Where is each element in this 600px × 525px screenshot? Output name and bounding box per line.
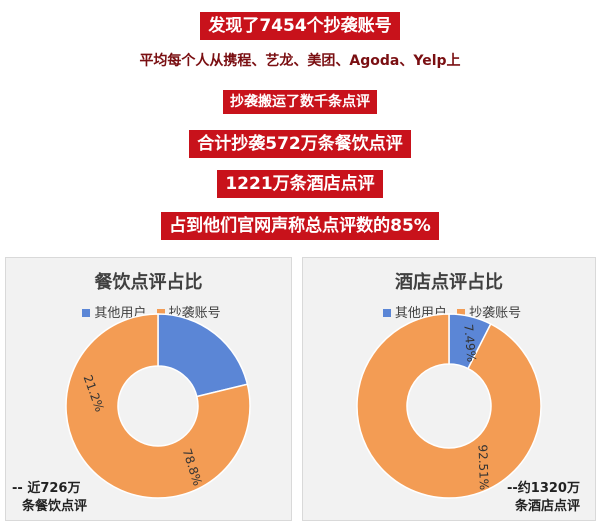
- headline-5: 1221万条酒店点评: [0, 170, 600, 198]
- hotel-chart-panel: 酒店点评占比 其他用户 抄袭账号 7.49% 92.51% --约1320万 条酒…: [302, 257, 596, 521]
- hotel-donut-chart: 7.49% 92.51%: [356, 313, 542, 499]
- slice-copied-accounts: [65, 313, 251, 499]
- hotel-annotation: --约1320万 条酒店点评: [507, 480, 581, 516]
- legend-swatch-blue: [82, 309, 91, 317]
- headline-2: 平均每个人从携程、艺龙、美团、Agoda、Yelp上: [0, 50, 600, 72]
- legend-swatch-orange: [457, 309, 466, 317]
- hotel-chart-legend: 其他用户 抄袭账号: [303, 302, 595, 321]
- dining-chart-panel: 餐饮点评占比 其他用户 抄袭账号 21.2% 78.8% -- 近726万 条餐饮…: [5, 257, 292, 521]
- headline-6-text: 占到他们官网声称总点评数的85%: [161, 212, 439, 240]
- data-label-other-users: 7.49%: [461, 324, 478, 363]
- legend-swatch-blue: [382, 309, 391, 317]
- headline-1-text: 发现了7454个抄袭账号: [200, 12, 400, 40]
- hotel-annotation-line-2: 条酒店点评: [515, 499, 581, 514]
- legend-label-copied-accounts: 抄袭账号: [469, 306, 522, 321]
- dining-annotation: -- 近726万 条餐饮点评: [12, 480, 88, 516]
- hotel-annotation-line-1: --约1320万: [507, 481, 580, 496]
- dining-donut-chart: 21.2%78.8%: [65, 313, 251, 499]
- headline-3-text: 抄袭搬运了数千条点评: [223, 90, 377, 114]
- headline-2-text: 平均每个人从携程、艺龙、美团、Agoda、Yelp上: [139, 53, 461, 69]
- dining-annotation-line-1: -- 近726万: [12, 481, 81, 496]
- data-label-copied-accounts: 92.51%: [475, 444, 491, 490]
- headline-4-text: 合计抄袭572万条餐饮点评: [189, 130, 411, 158]
- headline-6: 占到他们官网声称总点评数的85%: [0, 212, 600, 240]
- headline-5-text: 1221万条酒店点评: [217, 170, 383, 198]
- slice-other-users: [157, 313, 249, 398]
- headline-3: 抄袭搬运了数千条点评: [0, 90, 600, 114]
- slice-copied-accounts: [356, 313, 542, 499]
- dining-chart-title: 餐饮点评占比: [94, 272, 203, 293]
- headline-1: 发现了7454个抄袭账号: [0, 12, 600, 40]
- legend-swatch-orange: [156, 309, 165, 317]
- hotel-chart-title: 酒店点评占比: [395, 272, 503, 293]
- legend-item-copied-accounts: 抄袭账号: [451, 302, 521, 321]
- dining-annotation-line-2: 条餐饮点评: [22, 499, 88, 514]
- headline-4: 合计抄袭572万条餐饮点评: [0, 130, 600, 158]
